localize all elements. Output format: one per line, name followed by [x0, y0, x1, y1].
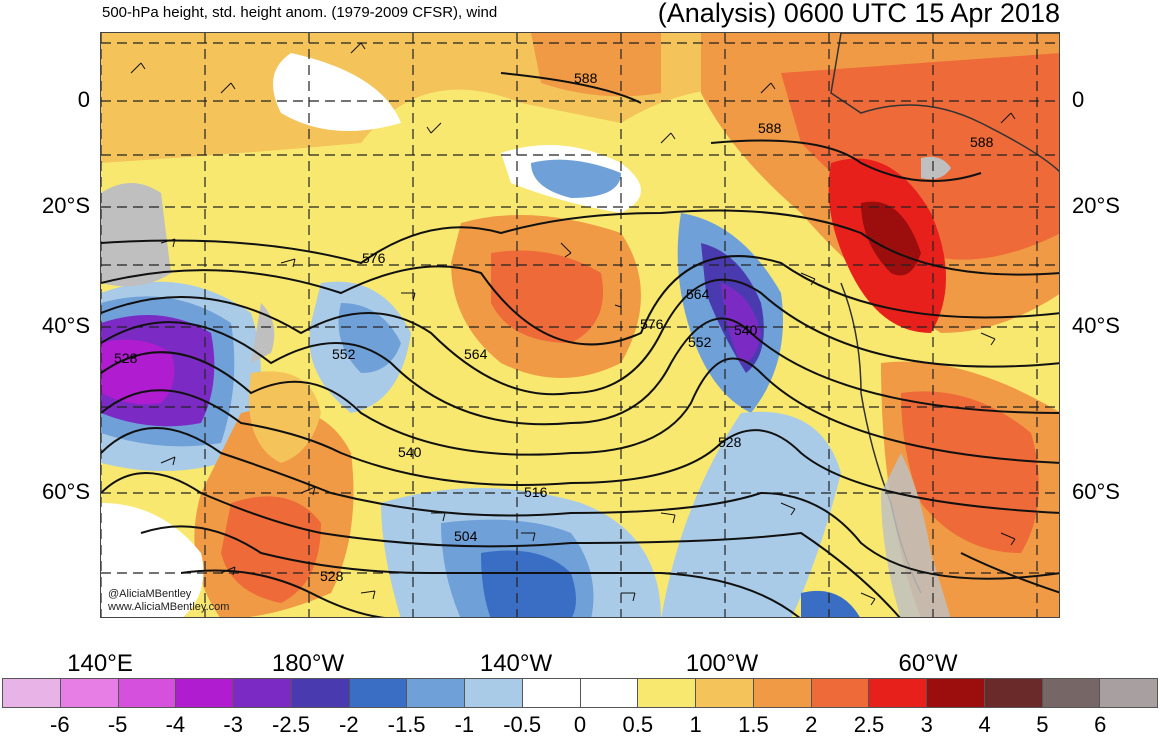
lon-label: 140°W — [479, 650, 553, 677]
colorbar-tick-label: -2.5 — [272, 712, 310, 737]
colorbar-swatch — [926, 678, 984, 708]
lat-label-right: 60°S — [1072, 479, 1120, 504]
colorbar-tick-label: -4 — [165, 712, 186, 737]
lon-label: 140°E — [67, 650, 133, 677]
colorbar-swatch — [2, 678, 60, 708]
colorbar-swatch — [233, 678, 291, 708]
colorbar-tick-label: 5 — [1036, 712, 1049, 737]
lat-label-right: 0 — [1072, 87, 1085, 112]
colorbar-tick-label: -3 — [223, 712, 243, 737]
lat-label-right: 20°S — [1072, 193, 1120, 218]
colorbar-swatch — [175, 678, 233, 708]
map-canvas — [101, 33, 1059, 617]
colorbar-swatch — [521, 678, 580, 708]
credit-website: www.AliciaMBentley.com — [108, 601, 230, 613]
colorbar-tick-label: 1.5 — [738, 712, 769, 737]
lon-label: 60°W — [898, 650, 958, 677]
colorbar-swatch — [983, 678, 1042, 708]
colorbar-swatch — [406, 678, 464, 708]
colorbar-tick-label: -1.5 — [387, 712, 426, 737]
colorbar-swatch — [59, 678, 118, 708]
colorbar-swatch — [637, 678, 695, 708]
colorbar-tick-label: 1 — [689, 712, 702, 737]
lat-label-left: 60°S — [42, 479, 90, 504]
colorbar-swatch — [752, 678, 811, 708]
colorbar-swatch — [1041, 678, 1100, 708]
colorbar-swatch — [464, 678, 522, 708]
height-contours — [101, 72, 1059, 617]
colorbar-swatch — [117, 678, 176, 708]
colorbar-tick-label: 2 — [805, 712, 818, 737]
colorbar-tick-label: 6 — [1094, 712, 1107, 737]
colorbar-tick-label: -2 — [339, 712, 359, 737]
colorbar-tick-label: -0.5 — [503, 712, 542, 737]
weather-map — [100, 32, 1060, 618]
colorbar-swatch — [810, 678, 869, 708]
lon-label: 100°W — [685, 650, 759, 677]
colorbar-swatch — [695, 678, 753, 708]
colorbar-tick-label: 2.5 — [853, 712, 885, 737]
lat-label-left: 40°S — [42, 313, 90, 338]
colorbar-tick-label: 0.5 — [622, 712, 654, 737]
lat-label-left: 0 — [77, 87, 90, 112]
colorbar-swatch — [579, 678, 638, 708]
colorbar-swatch — [290, 678, 349, 708]
colorbar-tick-label: -1 — [454, 712, 475, 737]
analysis-time-title: (Analysis) 0600 UTC 15 Apr 2018 — [657, 0, 1060, 28]
colorbar-swatch — [348, 678, 407, 708]
colorbar-tick-label: 0 — [573, 712, 587, 737]
lat-label-left: 20°S — [42, 193, 90, 218]
lon-label: 180°W — [271, 650, 345, 677]
colorbar — [2, 678, 1158, 708]
colorbar-tick-label: -6 — [50, 712, 70, 737]
colorbar-swatch — [868, 678, 926, 708]
chart-subtitle: 500-hPa height, std. height anom. (1979-… — [102, 4, 498, 21]
lat-label-right: 40°S — [1072, 313, 1120, 338]
credit-handle: @AliciaMBentley — [108, 588, 192, 600]
colorbar-swatch — [1099, 678, 1158, 708]
colorbar-tick-label: -5 — [107, 712, 128, 737]
colorbar-tick-label: 3 — [920, 712, 933, 737]
wind-barbs — [130, 42, 1016, 606]
colorbar-tick-label: 4 — [978, 712, 991, 737]
